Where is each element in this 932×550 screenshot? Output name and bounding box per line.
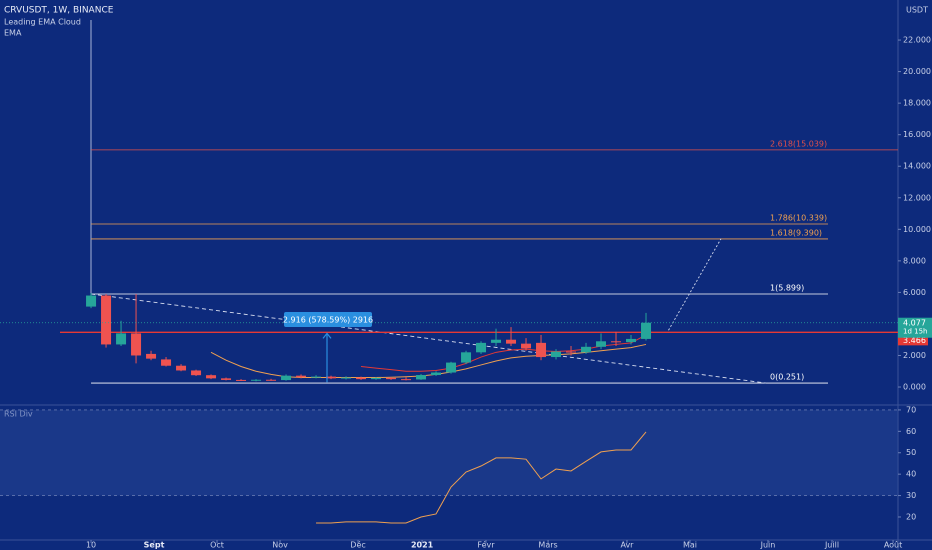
candle-body [251, 379, 262, 381]
candle-body [176, 365, 187, 371]
candle-body [596, 341, 607, 347]
y-tick-label: 10.000 [903, 225, 931, 234]
fib-label: 1.618(9.390) [770, 228, 822, 237]
candle-body [101, 295, 112, 345]
candle-body [296, 375, 307, 378]
candle-body [431, 372, 442, 376]
projection [668, 238, 722, 331]
candle-body [566, 351, 577, 353]
y-tick-label: 20.000 [903, 67, 931, 76]
candle-body [86, 295, 97, 307]
candle-body [611, 341, 622, 343]
candle-body [161, 359, 172, 366]
x-tick-label: Mai [683, 541, 697, 550]
candle-body [116, 333, 127, 345]
y-tick-label: 6.000 [903, 288, 926, 297]
fib-label: 1.786(10.339) [770, 213, 827, 222]
candle-body [356, 377, 367, 380]
x-tick-label: Avr [620, 541, 634, 550]
candle-body [206, 375, 217, 379]
plot: 0.0002.0004.0006.0008.00010.00012.00014.… [0, 36, 932, 550]
rsi-label: RSI Div [4, 410, 33, 419]
candle-body [221, 378, 232, 380]
x-tick-label: Août [884, 541, 902, 550]
x-tick-label: Nov [272, 541, 288, 550]
indicator-label: Leading EMA Cloud [4, 18, 81, 27]
candle-body [461, 352, 472, 363]
candle-body [491, 339, 502, 343]
x-tick-label: Juin [760, 541, 776, 550]
resistance-tag [898, 334, 928, 346]
y-tick-label: 8.000 [903, 256, 926, 265]
rsi-tick-label: 30 [906, 491, 916, 500]
y-tick-label: 0.000 [903, 383, 926, 392]
rsi-tick-label: 70 [906, 405, 916, 414]
last-price-tag [898, 317, 932, 338]
y-tick-label: 22.000 [903, 36, 931, 45]
candle-body [416, 375, 427, 380]
candle-body [281, 375, 292, 381]
fib-label: 0(0.251) [770, 373, 804, 382]
candle-body [326, 376, 337, 379]
trendline [90, 293, 767, 384]
currency-label: USDT [906, 6, 928, 15]
candle-body [386, 377, 397, 380]
fib-label: 2.618(15.039) [770, 139, 827, 148]
candle-body [146, 353, 157, 359]
fib-label: 1(5.899) [770, 283, 804, 292]
candle-body [446, 362, 457, 373]
candle-body [536, 342, 547, 358]
x-tick-label: 10 [86, 541, 96, 550]
x-tick-label: 2021 [411, 541, 434, 550]
measure-arrowhead [322, 332, 332, 339]
chart-title: CRVUSDT, 1W, BINANCE [4, 6, 114, 16]
rsi-tick-label: 60 [906, 427, 916, 436]
candle-body [371, 377, 382, 380]
x-tick-label: Déc [350, 540, 365, 550]
candle-body [266, 379, 277, 381]
candle-body [581, 346, 592, 353]
x-tick-label: Sept [144, 541, 165, 550]
countdown-label: 1d 15h [903, 328, 927, 336]
x-tick-label: Oct [210, 541, 224, 550]
measure-label: 2.916 (578.59%) 2916 [283, 316, 373, 325]
y-tick-label: 12.000 [903, 193, 931, 202]
y-tick-label: 14.000 [903, 162, 931, 171]
rsi-tick-label: 40 [906, 470, 916, 479]
x-tick-label: Févr [477, 540, 495, 550]
y-tick-label: 2.000 [903, 351, 926, 360]
indicator-label: EMA [4, 29, 22, 38]
candle-body [401, 379, 412, 381]
last-price-label: 4.077 [903, 319, 926, 328]
rsi-tick-label: 50 [906, 448, 916, 457]
y-tick-label: 18.000 [903, 99, 931, 108]
x-tick-label: Juill [824, 541, 839, 550]
candle-body [476, 342, 487, 353]
candle-body [341, 377, 352, 379]
candle-body [131, 333, 142, 356]
candle-body [551, 351, 562, 358]
candle-body [311, 376, 322, 378]
candle-body [626, 338, 637, 343]
candle-body [521, 343, 532, 349]
candle-body [506, 339, 517, 344]
rsi-tick-label: 20 [906, 512, 916, 521]
candle-body [191, 370, 202, 376]
y-tick-label: 16.000 [903, 130, 931, 139]
rsi-band [0, 409, 898, 496]
candle-body [236, 379, 247, 381]
measure-box [284, 312, 372, 327]
x-tick-label: Mars [538, 541, 557, 550]
candle-body [641, 322, 652, 339]
resistance-label: 3.466 [903, 336, 926, 345]
rsi-line [316, 431, 647, 524]
